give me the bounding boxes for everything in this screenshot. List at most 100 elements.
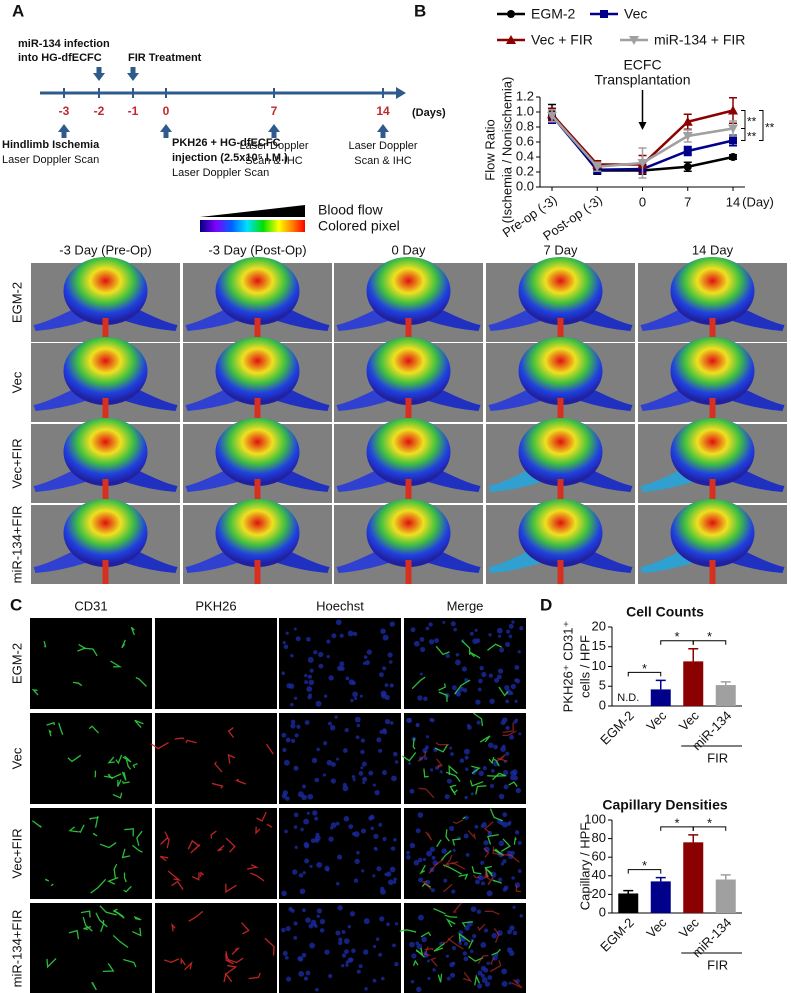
- nucleus: [319, 928, 325, 933]
- sig-label: *: [642, 661, 647, 676]
- nucleus: [389, 866, 396, 873]
- nucleus: [353, 878, 359, 883]
- nucleus: [306, 636, 311, 642]
- y-tick-label: 0: [599, 697, 606, 712]
- stain: [462, 971, 473, 983]
- tail: [557, 560, 564, 584]
- stain: [167, 870, 182, 881]
- nucleus: [362, 781, 366, 785]
- micrograph: [404, 618, 526, 709]
- nucleus: [358, 771, 364, 776]
- stain: [255, 826, 261, 835]
- nucleus: [497, 668, 504, 674]
- stain: [43, 640, 47, 648]
- stain: [450, 788, 458, 794]
- nucleus: [328, 721, 332, 726]
- stain: [436, 758, 443, 767]
- stain: [423, 768, 429, 778]
- stain: [477, 923, 486, 932]
- nucleus: [498, 840, 505, 847]
- stain: [46, 957, 57, 969]
- leg: [185, 469, 238, 492]
- row-label: Vec: [9, 747, 24, 769]
- body: [63, 257, 148, 325]
- nucleus: [380, 888, 386, 895]
- stain: [483, 821, 494, 834]
- sig-bracket: [759, 110, 764, 141]
- x-axis-label: (Day): [742, 194, 774, 209]
- legend-marker: [506, 35, 516, 44]
- nucleus: [506, 821, 512, 826]
- nucleus: [316, 914, 320, 918]
- chart-title: Cell Counts: [626, 604, 704, 620]
- stain: [107, 756, 115, 764]
- note: Laser Doppler Scan: [172, 167, 269, 179]
- nucleus: [359, 694, 363, 698]
- tail: [254, 479, 261, 503]
- body: [670, 337, 755, 405]
- stain: [110, 660, 123, 668]
- leg: [428, 469, 481, 492]
- nucleus: [330, 822, 337, 828]
- legend-label: miR-134 + FIR: [654, 32, 745, 48]
- nucleus: [511, 620, 515, 624]
- nucleus: [451, 961, 456, 966]
- stain: [502, 730, 517, 737]
- nucleus: [508, 634, 513, 639]
- nucleus: [344, 949, 349, 955]
- stain: [451, 862, 466, 870]
- nucleus: [341, 930, 346, 934]
- stain: [180, 957, 186, 966]
- marker: [682, 116, 693, 126]
- stain: [150, 741, 169, 750]
- stain: [174, 737, 185, 740]
- note: PKH26 + HG-dfECFC: [172, 137, 281, 149]
- nucleus: [293, 812, 299, 818]
- stain: [447, 937, 464, 950]
- nucleus: [389, 660, 393, 664]
- nucleus: [456, 692, 461, 697]
- micrograph: [401, 712, 526, 804]
- sig-bracket: [627, 869, 662, 874]
- x-tick-label: EGM-2: [597, 708, 637, 748]
- nucleus: [427, 976, 431, 981]
- stain: [241, 922, 250, 935]
- stain: [474, 974, 480, 986]
- nucleus: [472, 934, 477, 939]
- nucleus: [515, 787, 522, 794]
- error-bar: [688, 834, 699, 843]
- nucleus: [331, 633, 337, 639]
- nucleus: [305, 970, 311, 976]
- leg: [336, 550, 389, 573]
- nucleus: [502, 744, 506, 749]
- nucleus: [478, 875, 484, 881]
- stain: [437, 764, 441, 769]
- body: [518, 418, 603, 486]
- x-tick-label: 7: [684, 194, 691, 209]
- x-tick-label: EGM-2: [597, 915, 637, 955]
- image-bg: [404, 903, 526, 993]
- body: [215, 337, 300, 405]
- stain: [133, 916, 142, 921]
- nucleus: [310, 919, 317, 926]
- stain: [492, 772, 506, 781]
- nucleus: [475, 638, 481, 644]
- leg: [580, 550, 633, 573]
- up-arrow: [58, 124, 70, 138]
- stain: [159, 855, 169, 862]
- nucleus: [419, 672, 423, 676]
- nucleus: [288, 683, 295, 689]
- stain: [130, 626, 135, 636]
- stain: [227, 753, 236, 764]
- nucleus: [361, 869, 365, 873]
- nucleus: [429, 768, 434, 772]
- body: [670, 257, 755, 325]
- marker: [592, 162, 603, 172]
- nucleus: [417, 914, 424, 921]
- nucleus: [416, 943, 423, 950]
- nucleus: [423, 756, 428, 761]
- x-tick-label: Vec: [643, 915, 669, 941]
- nucleus: [337, 854, 343, 860]
- nucleus: [281, 890, 287, 897]
